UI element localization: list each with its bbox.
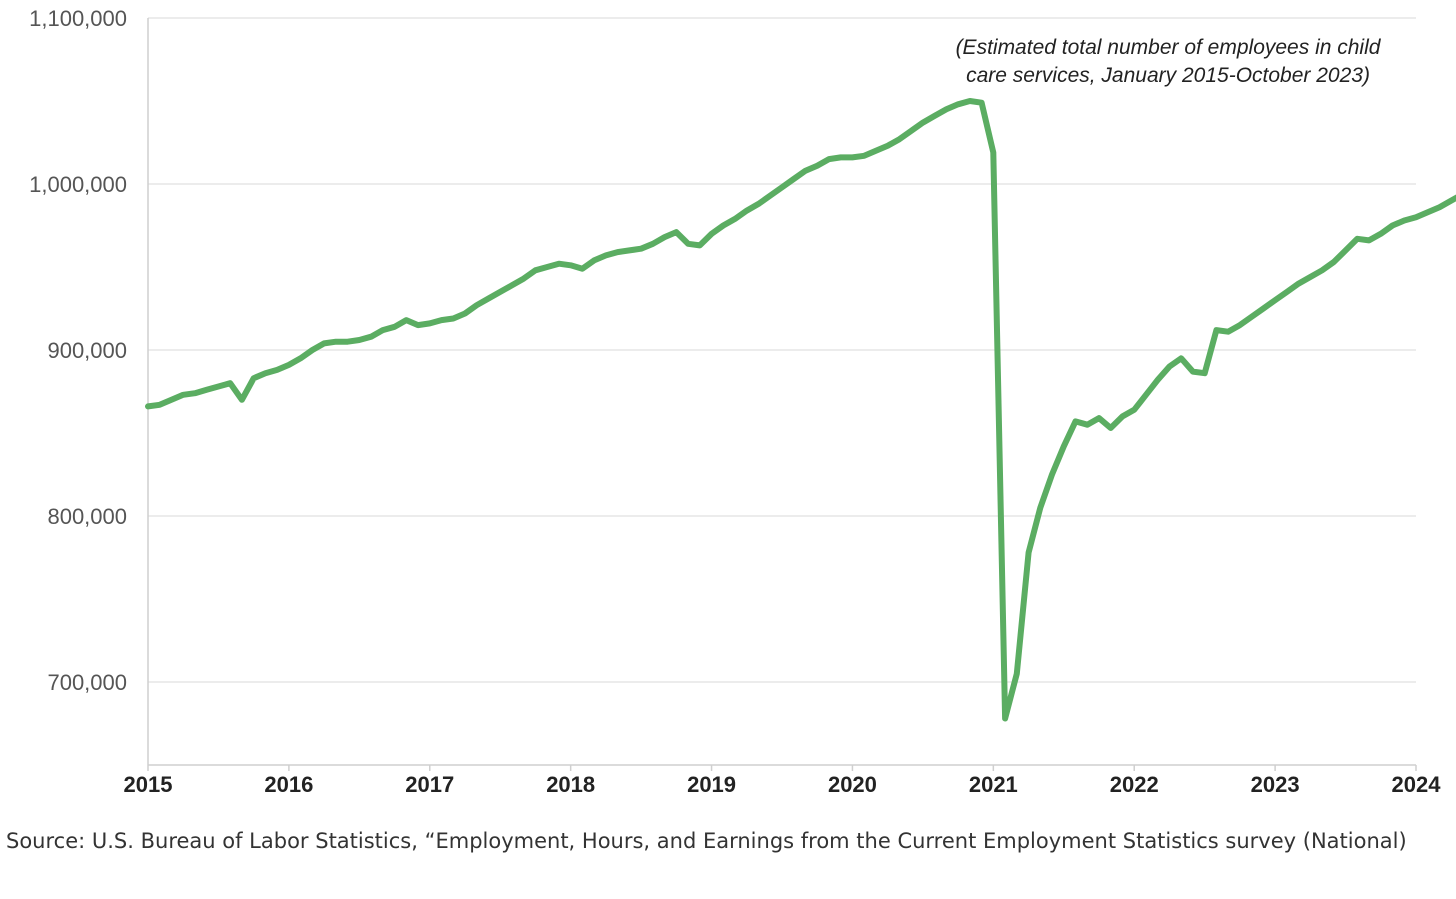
- x-tick-label: 2020: [828, 772, 877, 797]
- x-tick-label: 2017: [405, 772, 454, 797]
- x-tick-labels: 2015 2016 2017 2018 2019 2020 2021 2022 2023 2024: [124, 765, 1442, 797]
- x-tick-label: 2019: [687, 772, 736, 797]
- x-tick-label: 2021: [969, 772, 1018, 797]
- y-tick-label: 1,000,000: [29, 172, 127, 197]
- gridlines: [148, 17, 1416, 683]
- chart-annotation-line-1: (Estimated total number of employees in …: [956, 36, 1382, 59]
- x-tick-label: 2015: [124, 772, 173, 797]
- x-tick-label: 2024: [1392, 772, 1442, 797]
- y-tick-label: 1,100,000: [29, 6, 127, 31]
- y-tick-label: 800,000: [47, 504, 127, 529]
- x-tick-label: 2022: [1110, 772, 1159, 797]
- x-tick-label: 2016: [264, 772, 313, 797]
- y-tick-label: 900,000: [47, 338, 127, 363]
- y-tick-label: 700,000: [47, 670, 127, 695]
- x-tick-label: 2018: [546, 772, 595, 797]
- series-line-child-care-employment: [145, 98, 1456, 722]
- source-note: Source: U.S. Bureau of Labor Statistics,…: [6, 829, 1407, 853]
- chart-annotation-line-2: care services, January 2015-October 2023…: [966, 64, 1370, 87]
- y-tick-labels: 700,000 800,000 900,000 1,000,000 1,100,000: [29, 6, 127, 695]
- line-chart: 700,000800,000900,0001,000,0001,100,000 …: [29, 6, 1456, 797]
- x-tick-label: 2023: [1251, 772, 1300, 797]
